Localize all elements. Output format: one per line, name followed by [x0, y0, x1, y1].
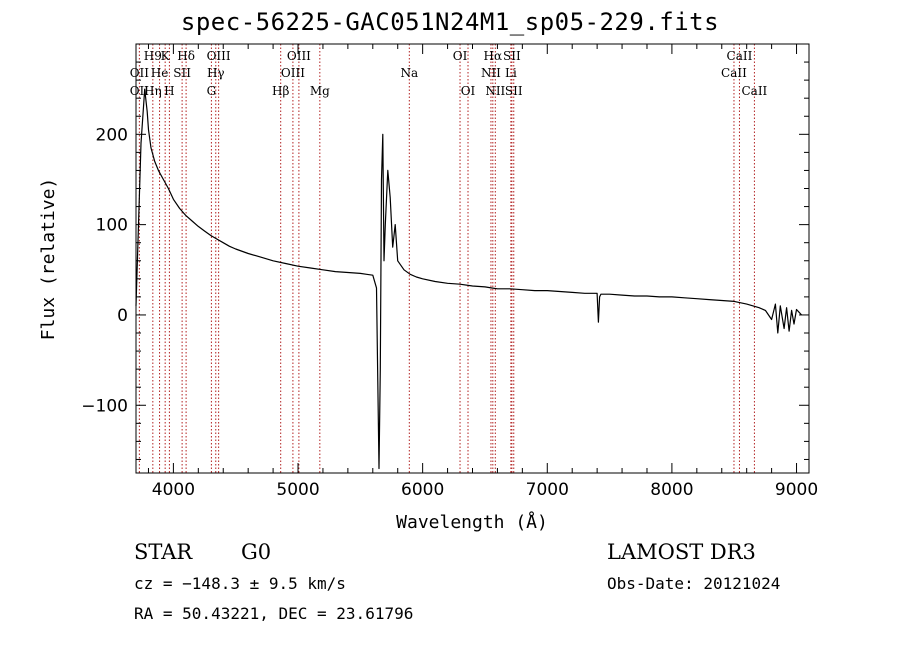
class-label: STAR [134, 540, 193, 564]
line-label-14: OIII [287, 49, 311, 63]
line-label-8: Hδ [177, 49, 195, 63]
line-label-12: Hβ [272, 84, 289, 98]
line-label-3: He [151, 66, 169, 80]
redshift-label: cz = −148.3 ± 9.5 km/s [134, 574, 346, 593]
y-axis-label: Flux (relative) [38, 178, 59, 341]
line-label-1: OII [130, 84, 150, 98]
x-tick-label: 4000 [152, 480, 195, 500]
x-tick-label: 8000 [650, 480, 693, 500]
line-label-6: H [164, 84, 174, 98]
line-label-5: K [161, 49, 171, 63]
radec-label: RA = 50.43221, DEC = 23.61796 [134, 604, 414, 623]
x-tick-label: 6000 [401, 480, 444, 500]
x-tick-label: 7000 [526, 480, 569, 500]
x-tick-label: 5000 [276, 480, 319, 500]
line-label-21: NII [485, 84, 505, 98]
line-label-2: H9 [144, 49, 162, 63]
y-tick-label: −100 [81, 396, 128, 416]
x-tick-label: 9000 [775, 480, 818, 500]
line-label-7: SII [173, 66, 191, 80]
line-label-26: CaII [727, 49, 753, 63]
line-label-4: Hη [144, 84, 162, 98]
chart-title: spec-56225-GAC051N24M1_sp05-229.fits [180, 8, 720, 36]
line-label-24: SII [505, 84, 523, 98]
line-label-0: OII [130, 66, 150, 80]
obs-date-label: Obs-Date: 20121024 [607, 574, 781, 593]
line-label-16: Na [400, 66, 418, 80]
survey-label: LAMOST DR3 [607, 540, 756, 564]
y-tick-label: 0 [117, 306, 128, 326]
spectrum-series [135, 88, 802, 470]
line-label-9: G [207, 84, 217, 98]
line-label-23: Li [505, 66, 517, 80]
axes: 4000 5000 6000 7000 8000 9000 −100 0 100 200 [81, 43, 818, 500]
line-label-13: OIII [281, 66, 305, 80]
line-label-15: Mg [310, 84, 330, 98]
line-label-22: SII [503, 49, 521, 63]
line-label-10: Hγ [207, 66, 225, 80]
line-label-19: NII [481, 66, 501, 80]
line-label-25: CaII [721, 66, 747, 80]
line-markers [138, 44, 755, 473]
x-axis-label: Wavelength (Å) [396, 511, 548, 533]
spectrum-line [135, 88, 802, 470]
line-label-20: Hα [484, 49, 503, 63]
line-labels: OII OII H9 He Hη K H SII Hδ G Hγ OIII Hβ OIII OIII Mg Na… [130, 49, 768, 98]
line-label-18: OI [461, 84, 476, 98]
plot-frame [135, 43, 810, 474]
line-label-11: OIII [207, 49, 231, 63]
line-label-27: CaII [741, 84, 767, 98]
subclass-label: G0 [241, 540, 272, 564]
y-tick-label: 100 [96, 216, 128, 236]
line-label-17: OI [453, 49, 468, 63]
y-tick-label: 200 [96, 125, 128, 145]
